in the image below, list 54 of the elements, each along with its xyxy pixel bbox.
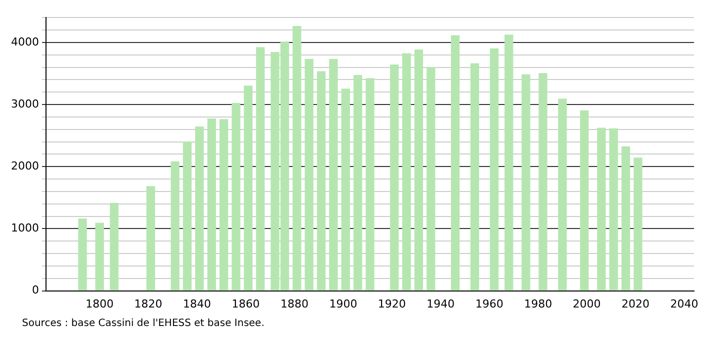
x-tick-label: 1940 bbox=[426, 297, 455, 310]
bar bbox=[220, 119, 228, 291]
bar bbox=[522, 74, 530, 291]
bar bbox=[470, 63, 480, 291]
bar bbox=[195, 126, 204, 291]
bar bbox=[329, 58, 338, 291]
bar bbox=[414, 50, 424, 291]
bar bbox=[341, 88, 350, 291]
x-tick-label: 2040 bbox=[670, 297, 698, 310]
x-tick-label: 1860 bbox=[232, 297, 260, 310]
bar bbox=[597, 128, 606, 291]
bar bbox=[146, 186, 156, 291]
x-tick-label: 2000 bbox=[572, 297, 601, 310]
bar bbox=[316, 71, 326, 291]
bar bbox=[490, 48, 499, 291]
x-tick-label: 1820 bbox=[134, 297, 162, 310]
y-tick-label: 1000 bbox=[10, 222, 39, 235]
bar bbox=[558, 98, 567, 291]
bar bbox=[304, 58, 314, 291]
bar bbox=[634, 158, 642, 291]
x-tick-label: 1960 bbox=[475, 297, 504, 310]
bar bbox=[95, 222, 104, 291]
bar bbox=[244, 86, 253, 291]
x-tick-label: 1900 bbox=[329, 297, 358, 310]
bar bbox=[621, 146, 630, 291]
y-tick-label: 3000 bbox=[10, 97, 39, 110]
x-tick-label: 1880 bbox=[280, 297, 308, 310]
x-tick-label: 1920 bbox=[378, 297, 406, 310]
y-tick-label: 4000 bbox=[10, 35, 39, 48]
bar bbox=[450, 35, 460, 291]
bar bbox=[110, 202, 119, 291]
bar bbox=[256, 47, 265, 291]
bar bbox=[292, 26, 302, 291]
bar bbox=[232, 102, 240, 291]
source-note: Sources : base Cassini de l'EHESS et base Insee. bbox=[22, 318, 266, 329]
bar bbox=[402, 53, 411, 291]
x-tick-label: 1840 bbox=[183, 297, 212, 310]
x-tick-label: 1800 bbox=[86, 297, 114, 310]
y-tick-label: 2000 bbox=[10, 159, 39, 172]
bar bbox=[182, 141, 192, 291]
x-tick-label: 2020 bbox=[622, 297, 650, 310]
bar bbox=[609, 128, 618, 291]
bar bbox=[366, 78, 374, 291]
bar bbox=[353, 75, 362, 291]
bar bbox=[78, 218, 87, 291]
bar bbox=[504, 34, 514, 291]
bar bbox=[207, 118, 216, 291]
bar bbox=[538, 73, 548, 291]
bar bbox=[580, 110, 589, 291]
y-tick-label: 0 bbox=[32, 284, 39, 297]
x-tick-label: 1980 bbox=[524, 297, 552, 310]
bar bbox=[170, 161, 180, 291]
bar bbox=[390, 64, 399, 291]
bar bbox=[426, 66, 436, 291]
